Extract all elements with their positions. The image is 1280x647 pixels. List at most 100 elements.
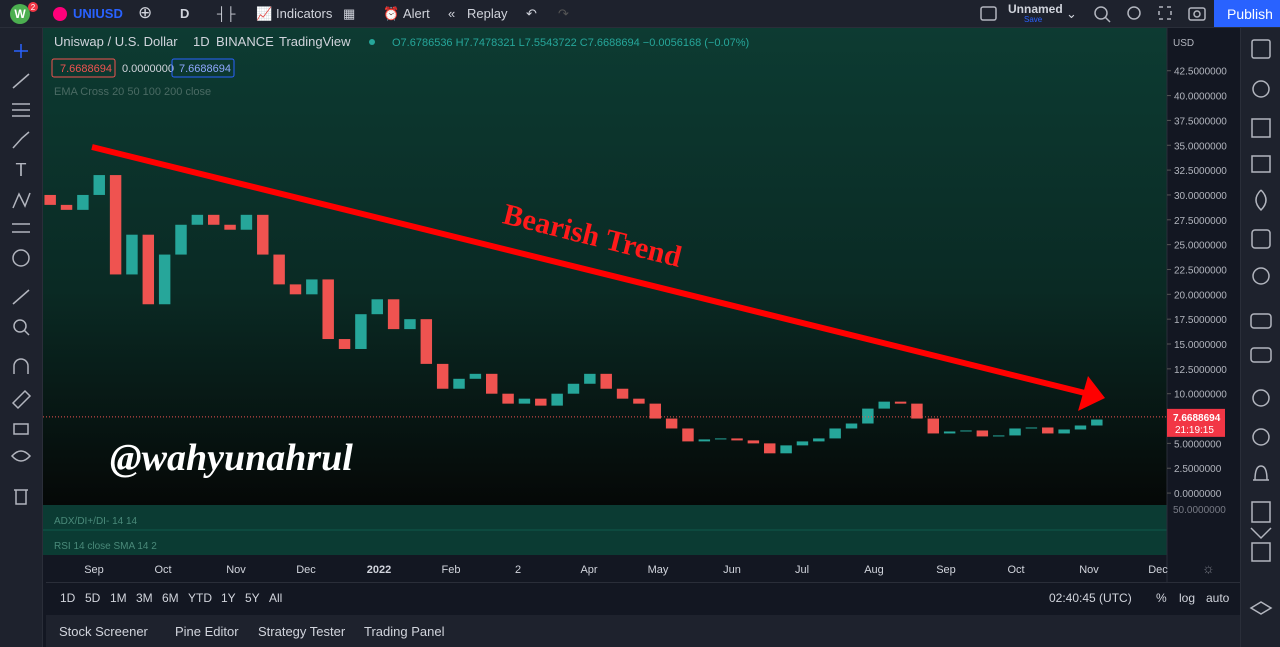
y-tick-label: 17.5000000 xyxy=(1174,315,1227,326)
redo[interactable]: ↷ xyxy=(558,6,569,21)
candle-body xyxy=(633,398,645,404)
candle-body xyxy=(387,299,400,330)
range-bar: 1D 5D 1M 3M 6M YTD 1Y 5Y All 02:40:45 (UTC)% log au… xyxy=(46,582,1240,613)
candle-body xyxy=(44,194,56,205)
currency[interactable]: USD xyxy=(1173,38,1194,49)
y-tick-label: 30.0000000 xyxy=(1174,191,1227,202)
replay[interactable]: Replay xyxy=(467,6,508,21)
candle-body xyxy=(404,319,416,330)
scale-option[interactable]: log xyxy=(1179,591,1196,605)
candle-body xyxy=(878,401,890,409)
candle-body xyxy=(77,194,89,210)
layout-icon[interactable] xyxy=(980,5,998,23)
undo[interactable]: ↶ xyxy=(526,6,537,21)
bottom-tab[interactable]: Stock Screener xyxy=(59,624,148,639)
y-tick-label: 42.5000000 xyxy=(1174,67,1227,78)
plot-background xyxy=(43,28,1167,505)
range-button[interactable]: 1Y xyxy=(221,591,236,605)
candle-body xyxy=(289,284,302,295)
legend-title: Uniswap / U.S. Dollar xyxy=(54,34,178,49)
chart-style[interactable]: ┤├ xyxy=(217,6,236,21)
save[interactable]: Save xyxy=(1024,15,1043,24)
candle-body xyxy=(927,418,940,434)
axis-settings[interactable]: ☼ xyxy=(1202,560,1215,576)
candle-body xyxy=(306,279,318,295)
rsi-legend: RSI 14 close SMA 14 2 xyxy=(54,541,157,552)
range-button[interactable]: All xyxy=(269,591,283,605)
sidebar-icons xyxy=(1249,39,1273,615)
layout-menu[interactable]: ⌄ xyxy=(1066,6,1077,21)
candle-body xyxy=(175,224,187,255)
candle-body xyxy=(486,373,498,394)
bottom-tab[interactable]: Trading Panel xyxy=(364,624,445,639)
y-tick-label: 25.0000000 xyxy=(1174,241,1227,252)
price-axis-background xyxy=(1167,28,1240,582)
candle-body xyxy=(551,393,563,406)
layout-name[interactable]: Unnamed xyxy=(1008,2,1063,16)
range-button[interactable]: 1M xyxy=(110,591,127,605)
range-button[interactable]: 5D xyxy=(85,591,101,605)
replay-icon[interactable]: « xyxy=(448,6,456,21)
y-tick-label: 27.5000000 xyxy=(1174,216,1227,227)
y-tick-label: 10.0000000 xyxy=(1174,390,1227,401)
range-button[interactable]: 6M xyxy=(162,591,179,605)
candle-body xyxy=(1091,419,1103,426)
x-tick-label: Oct xyxy=(1007,564,1024,576)
x-tick-label: Sep xyxy=(936,564,956,576)
y-tick-label: 40.0000000 xyxy=(1174,92,1227,103)
candle-body xyxy=(1074,425,1087,430)
candle-body xyxy=(960,430,972,432)
candle-body xyxy=(976,430,989,437)
avatar-letter: W xyxy=(14,7,26,21)
sell-box[interactable] xyxy=(51,58,116,78)
range-button[interactable]: 1D xyxy=(60,591,76,605)
range-button[interactable]: 3M xyxy=(136,591,153,605)
range-button[interactable]: YTD xyxy=(188,591,212,605)
interval[interactable]: D xyxy=(180,6,190,21)
legend-exchange: BINANCE xyxy=(216,34,274,49)
scale-option[interactable]: auto xyxy=(1206,591,1230,605)
buy-box[interactable] xyxy=(171,58,235,78)
y-tick-label: 22.5000000 xyxy=(1174,265,1227,276)
x-tick-label: Oct xyxy=(154,564,171,576)
bottom-tab[interactable]: Pine Editor xyxy=(175,624,239,639)
countdown: 21:19:15 xyxy=(1175,425,1214,436)
x-tick-label: 2 xyxy=(515,564,521,576)
legend-source: TradingView xyxy=(279,34,351,49)
symbol[interactable]: UNIUSD xyxy=(73,6,123,21)
candle-body xyxy=(1009,428,1021,436)
candle-body xyxy=(796,441,809,446)
candle-body xyxy=(911,403,923,419)
svg-text:T: T xyxy=(16,160,27,180)
publish[interactable]: Publish xyxy=(1227,6,1273,22)
indicators-icon[interactable]: 📈 xyxy=(256,6,273,21)
y-tick-label: 32.5000000 xyxy=(1174,166,1227,177)
top-right-icons xyxy=(1094,6,1206,23)
scale-option[interactable]: % xyxy=(1156,591,1167,605)
candle-body xyxy=(1058,429,1070,434)
chart: Bearish Trend @wahyunahrul Uniswap / U.S… xyxy=(43,28,1240,582)
bottom-tab[interactable]: Strategy Tester xyxy=(258,624,346,639)
y-tick-label: 35.0000000 xyxy=(1174,141,1227,152)
range-button[interactable]: 5Y xyxy=(245,591,260,605)
candle-body xyxy=(714,438,727,440)
market-status xyxy=(369,39,375,45)
y-tick-label: 37.5000000 xyxy=(1174,116,1227,127)
adx-legend: ADX/DI+/DI- 14 14 xyxy=(54,516,138,527)
right-sidebar xyxy=(1240,28,1280,647)
templates[interactable]: ▦ xyxy=(343,6,356,21)
alert-icon[interactable]: ⏰ xyxy=(383,6,400,21)
x-tick-label: Aug xyxy=(864,564,884,576)
y-tick-label: 2.5000000 xyxy=(1174,464,1222,475)
add-symbol[interactable]: ⊕ xyxy=(138,3,153,22)
candle-body xyxy=(649,403,661,419)
candle-body xyxy=(158,254,171,305)
x-tick-label: 2022 xyxy=(367,564,391,576)
bottom-tabs: Stock Screener Pine Editor Strategy Tester… xyxy=(46,615,1240,647)
candle-body xyxy=(109,175,122,275)
indicators[interactable]: Indicators xyxy=(276,6,333,21)
publish-button[interactable]: Publish xyxy=(1214,0,1280,27)
alert[interactable]: Alert xyxy=(403,6,430,21)
